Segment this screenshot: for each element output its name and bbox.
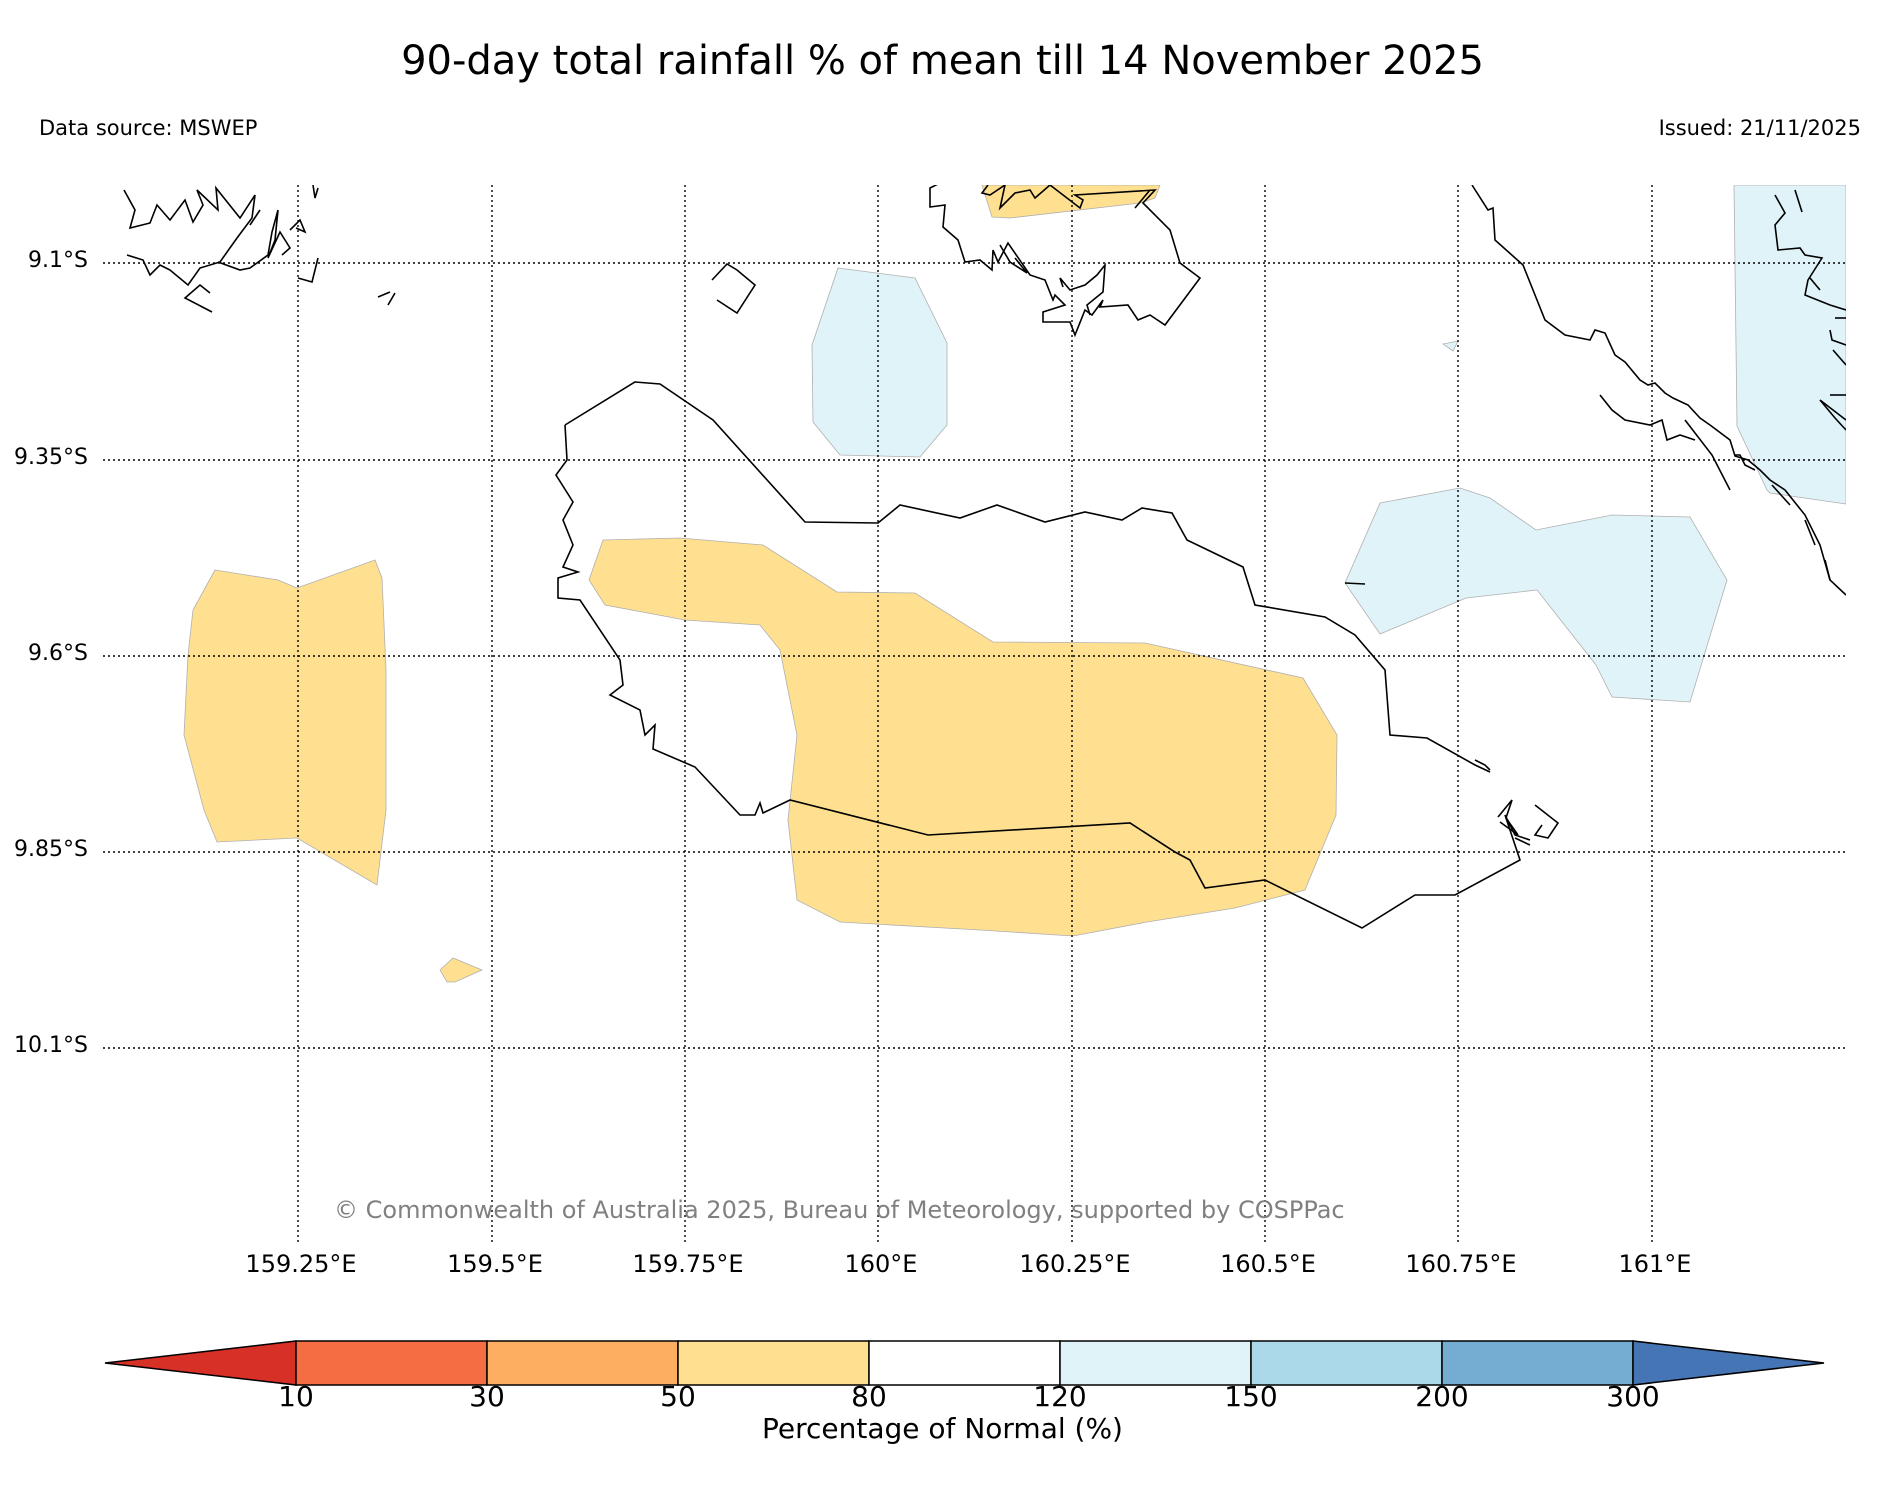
colorbar-extend-high (1632, 1340, 1825, 1386)
lat-label-9.85: 9.85°S (14, 837, 88, 862)
coast-malaita-5 (1771, 484, 1791, 506)
lat-label-9.1: 9.1°S (28, 248, 88, 273)
coast-small-east (1344, 582, 1366, 585)
map-title: 90-day total rainfall % of mean till 14 … (401, 38, 1484, 84)
colorbar-bin-50-80 (677, 1340, 870, 1386)
coast-malaita-east-4 (1829, 329, 1846, 346)
coast-savo (711, 262, 757, 315)
coast-russell-5 (297, 257, 319, 283)
coast-florida-islands (929, 185, 1202, 338)
coast-russell-8 (377, 291, 391, 298)
rainfall-anomaly-regions (183, 185, 1846, 983)
colorbar-extend-low (104, 1340, 297, 1386)
dry-region-central (588, 537, 1338, 937)
coastlines (123, 185, 1846, 929)
colorbar-tick-50: 50 (660, 1380, 696, 1413)
colorbar-tick-200: 200 (1415, 1380, 1469, 1413)
colorbar-label: Percentage of Normal (%) (762, 1412, 1123, 1445)
coast-malaita-east-7 (1819, 399, 1846, 431)
colorbar-bin-10-30 (295, 1340, 488, 1386)
issued-date-label: Issued: 21/11/2025 (1658, 116, 1861, 140)
colorbar-bin-200-300 (1441, 1340, 1634, 1386)
colorbar-bin-120-150 (1059, 1340, 1252, 1386)
coast-russell-9 (312, 185, 319, 199)
coast-malaita-6 (1804, 519, 1816, 546)
coast-malaita-4 (1735, 454, 1756, 471)
colorbar-tick-10: 10 (278, 1380, 314, 1413)
lon-label-160.25: 160.25°E (1019, 1250, 1131, 1278)
dry-region-west (183, 559, 387, 886)
coast-malaita-3 (1684, 419, 1731, 491)
lon-label-159.75: 159.75°E (632, 1250, 744, 1278)
graticule (103, 185, 1846, 1245)
coast-russell-4 (183, 283, 213, 313)
coast-malaita (1471, 185, 1846, 596)
coast-malaita-east-3 (1809, 277, 1821, 291)
colorbar-bin-80-120 (868, 1340, 1061, 1386)
coast-malaita-2 (1599, 394, 1696, 442)
lon-label-159.25: 159.25°E (245, 1250, 357, 1278)
colorbar-tick-30: 30 (469, 1380, 505, 1413)
lon-label-160: 160°E (844, 1250, 918, 1278)
coast-east-islets-2 (1533, 804, 1560, 839)
lon-label-160.5: 160.5°E (1220, 1250, 1316, 1278)
coast-russell-7 (387, 292, 396, 306)
lon-label-161: 161°E (1618, 1250, 1692, 1278)
colorbar-tick-150: 150 (1224, 1380, 1278, 1413)
coast-malaita-east-8 (1832, 349, 1846, 366)
colorbar-tick-300: 300 (1606, 1380, 1660, 1413)
coast-russell-6 (249, 209, 261, 226)
lat-label-9.6: 9.6°S (28, 641, 88, 666)
coast-east-tip (1474, 759, 1491, 771)
coast-east-islets-1 (1497, 799, 1519, 836)
coast-malaita-east (1774, 194, 1846, 311)
coast-malaita-7 (1824, 559, 1831, 581)
colorbar-bin-30-50 (486, 1340, 679, 1386)
coast-guadalcanal (564, 381, 1491, 773)
wet-region-far-east (1733, 185, 1846, 505)
wet-region-east (1344, 487, 1728, 703)
lat-label-10.1: 10.1°S (14, 1033, 88, 1058)
coast-russell-3 (289, 218, 307, 234)
dry-region-small-islet (439, 957, 484, 983)
colorbar-tick-80: 80 (851, 1380, 887, 1413)
coast-east-islets-3 (1514, 837, 1531, 846)
lon-label-159.5: 159.5°E (447, 1250, 543, 1278)
lon-label-160.75: 160.75°E (1405, 1250, 1517, 1278)
wet-region-tiny (1442, 340, 1459, 352)
coast-florida-inlet (1059, 262, 1106, 316)
colorbar-tick-120: 120 (1033, 1380, 1087, 1413)
coast-nggela-small (999, 244, 1028, 274)
coast-malaita-east-2 (1794, 189, 1803, 213)
copyright-notice: © Commonwealth of Australia 2025, Bureau… (334, 1196, 1345, 1224)
coast-guadalcanal-west (555, 424, 1531, 929)
coast-russell (123, 185, 256, 287)
data-source-label: Data source: MSWEP (39, 116, 258, 140)
wet-region-north-central (811, 267, 948, 458)
colorbar (104, 1340, 1825, 1386)
colorbar-bin-150-200 (1250, 1340, 1443, 1386)
coast-russell-2 (217, 209, 292, 271)
lat-label-9.35: 9.35°S (14, 445, 88, 470)
coast-florida-south (1134, 189, 1151, 209)
